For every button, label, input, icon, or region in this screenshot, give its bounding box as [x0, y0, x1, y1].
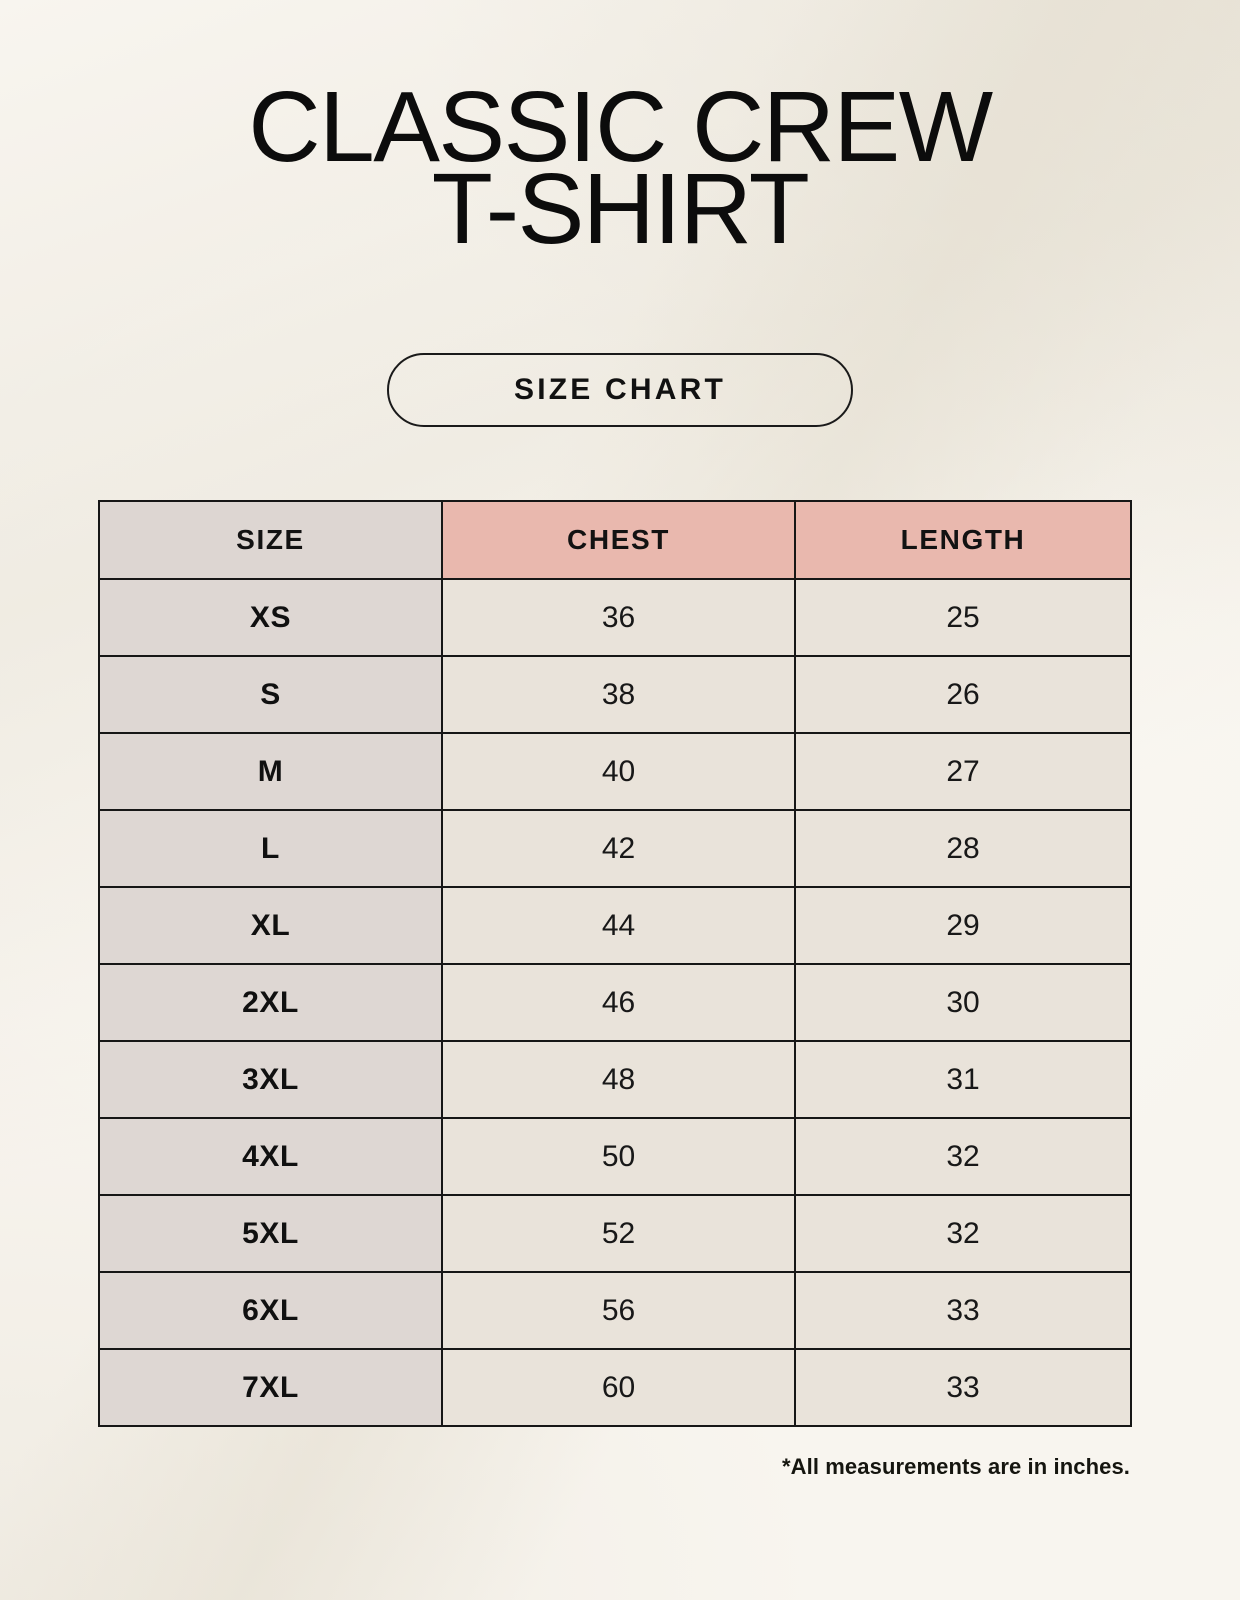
cell-size: 2XL: [98, 963, 443, 1042]
cell-chest: 52: [441, 1194, 796, 1273]
cell-size: L: [98, 809, 443, 888]
cell-length: 32: [794, 1194, 1132, 1273]
cell-chest: 50: [441, 1117, 796, 1196]
cell-length: 26: [794, 655, 1132, 734]
table-row: 7XL 60 33: [98, 1348, 1132, 1427]
column-header-chest: CHEST: [441, 500, 796, 580]
table-header-row: SIZE CHEST LENGTH: [98, 500, 1132, 580]
column-header-length: LENGTH: [794, 500, 1132, 580]
page-title: CLASSIC CREW T-SHIRT: [0, 77, 1240, 265]
table-row: 6XL 56 33: [98, 1271, 1132, 1350]
table-row: 2XL 46 30: [98, 963, 1132, 1042]
cell-chest: 40: [441, 732, 796, 811]
product-title-line-2: T-SHIRT: [431, 153, 810, 265]
table-row: M 40 27: [98, 732, 1132, 811]
cell-size: XL: [98, 886, 443, 965]
cell-length: 31: [794, 1040, 1132, 1119]
cell-chest: 36: [441, 578, 796, 657]
cell-size: M: [98, 732, 443, 811]
cell-length: 33: [794, 1348, 1132, 1427]
size-chart-badge: SIZE CHART: [387, 353, 853, 427]
cell-size: 7XL: [98, 1348, 443, 1427]
cell-chest: 42: [441, 809, 796, 888]
table-row: XS 36 25: [98, 578, 1132, 657]
cell-length: 33: [794, 1271, 1132, 1350]
table-body: XS 36 25 S 38 26 M 40 27 L 42 28 XL 44: [98, 578, 1132, 1427]
cell-size: 4XL: [98, 1117, 443, 1196]
table-row: XL 44 29: [98, 886, 1132, 965]
cell-size: 6XL: [98, 1271, 443, 1350]
cell-chest: 56: [441, 1271, 796, 1350]
cell-chest: 60: [441, 1348, 796, 1427]
table-header: SIZE CHEST LENGTH: [98, 500, 1132, 580]
cell-chest: 44: [441, 886, 796, 965]
table-row: 4XL 50 32: [98, 1117, 1132, 1196]
cell-chest: 46: [441, 963, 796, 1042]
cell-size: 5XL: [98, 1194, 443, 1273]
cell-length: 32: [794, 1117, 1132, 1196]
cell-size: XS: [98, 578, 443, 657]
cell-size: 3XL: [98, 1040, 443, 1119]
cell-size: S: [98, 655, 443, 734]
cell-length: 27: [794, 732, 1132, 811]
cell-length: 29: [794, 886, 1132, 965]
size-chart-badge-wrapper: SIZE CHART: [0, 353, 1240, 427]
measurement-units-note: *All measurements are in inches.: [781, 1454, 1130, 1479]
table-row: 3XL 48 31: [98, 1040, 1132, 1119]
cell-length: 30: [794, 963, 1132, 1042]
size-chart-table: SIZE CHEST LENGTH XS 36 25 S 38 26: [98, 500, 1132, 1427]
cell-chest: 48: [441, 1040, 796, 1119]
table-row: 5XL 52 32: [98, 1194, 1132, 1273]
column-header-size: SIZE: [98, 500, 443, 580]
table-row: L 42 28: [98, 809, 1132, 888]
cell-chest: 38: [441, 655, 796, 734]
cell-length: 28: [794, 809, 1132, 888]
table-row: S 38 26: [98, 655, 1132, 734]
size-chart-badge-label: SIZE CHART: [514, 373, 726, 406]
cell-length: 25: [794, 578, 1132, 657]
